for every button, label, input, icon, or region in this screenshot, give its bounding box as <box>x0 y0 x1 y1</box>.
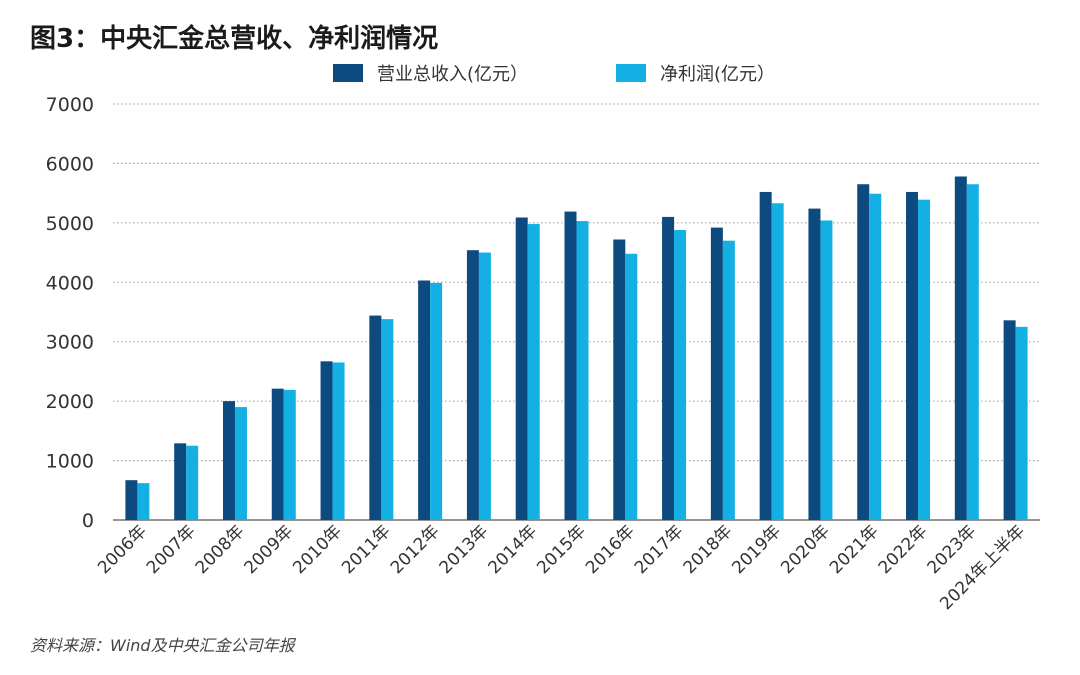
bar-revenue <box>759 191 772 520</box>
y-tick-label: 3000 <box>46 332 94 354</box>
y-tick-label: 2000 <box>46 391 94 413</box>
legend-swatch-revenue <box>333 64 363 82</box>
bar-profit <box>478 252 491 521</box>
legend-item-revenue: 营业总收入(亿元） <box>333 60 528 86</box>
y-tick-label: 7000 <box>46 94 94 116</box>
bar-revenue <box>662 216 675 520</box>
bar-profit <box>283 389 296 520</box>
bar-revenue <box>125 480 138 520</box>
bar-profit <box>576 221 589 520</box>
bar-revenue <box>564 211 577 520</box>
bar-profit <box>820 220 833 521</box>
x-tick-label: 2022年 <box>875 521 932 578</box>
y-tick-label: 1000 <box>46 451 94 473</box>
chart-title: 图3：中央汇金总营收、净利润情况 <box>30 24 439 54</box>
bar-profit <box>332 362 345 520</box>
bar-profit <box>527 224 540 520</box>
bar-revenue <box>174 443 187 520</box>
x-tick-label: 2016年 <box>582 521 639 578</box>
x-tick-label: 2007年 <box>143 521 200 578</box>
legend-item-profit: 净利润(亿元） <box>616 60 775 86</box>
x-tick-label: 2013年 <box>436 521 493 578</box>
bar-profit <box>722 240 735 520</box>
x-tick-label: 2008年 <box>192 521 249 578</box>
bar-profit <box>1015 326 1028 520</box>
x-tick-label: 2015年 <box>533 521 590 578</box>
x-tick-label: 2014年 <box>484 521 541 578</box>
x-tick-label: 2006年 <box>94 521 151 578</box>
bar-revenue <box>271 388 284 520</box>
bar-revenue <box>808 208 821 520</box>
bar-profit <box>234 407 247 520</box>
bar-revenue <box>857 184 870 520</box>
y-tick-label: 5000 <box>46 213 94 235</box>
bar-revenue <box>515 217 528 520</box>
bar-profit <box>625 253 638 520</box>
bar-profit <box>771 203 784 520</box>
bar-profit <box>966 184 979 520</box>
bar-revenue <box>1003 320 1016 520</box>
y-tick-label: 0 <box>82 510 94 532</box>
x-tick-label: 2021年 <box>826 521 883 578</box>
bar-revenue <box>906 191 919 520</box>
x-tick-label: 2012年 <box>387 521 444 578</box>
bar-profit <box>674 229 687 520</box>
y-tick-label: 4000 <box>46 272 94 294</box>
x-tick-label: 2018年 <box>680 521 737 578</box>
bar-profit <box>918 199 931 520</box>
bar-profit <box>381 319 394 520</box>
bar-revenue <box>222 401 235 520</box>
bar-revenue <box>710 227 723 520</box>
bar-revenue <box>466 250 479 521</box>
bar-revenue <box>369 315 382 520</box>
legend-swatch-profit <box>616 64 646 82</box>
legend-label-revenue: 营业总收入(亿元） <box>377 64 529 85</box>
x-tick-label: 2017年 <box>631 521 688 578</box>
y-tick-label: 6000 <box>46 153 94 175</box>
legend: 营业总收入(亿元） 净利润(亿元） <box>0 60 1080 90</box>
bar-revenue <box>320 361 333 520</box>
x-tick-label: 2010年 <box>289 521 346 578</box>
x-tick-label: 2024年上半年 <box>936 521 1029 614</box>
x-tick-label: 2011年 <box>338 521 395 578</box>
x-tick-label: 2019年 <box>728 521 785 578</box>
bar-revenue <box>613 239 626 521</box>
bar-profit <box>137 483 150 520</box>
bar-profit <box>430 282 443 520</box>
bar-profit <box>869 193 882 521</box>
legend-label-profit: 净利润(亿元） <box>660 64 776 85</box>
bar-revenue <box>418 280 431 520</box>
bar-revenue <box>954 176 967 520</box>
x-tick-label: 2009年 <box>241 521 298 578</box>
bar-profit <box>186 445 199 520</box>
source-note: 资料来源：Wind及中央汇金公司年报 <box>30 636 295 655</box>
x-tick-label: 2020年 <box>777 521 834 578</box>
